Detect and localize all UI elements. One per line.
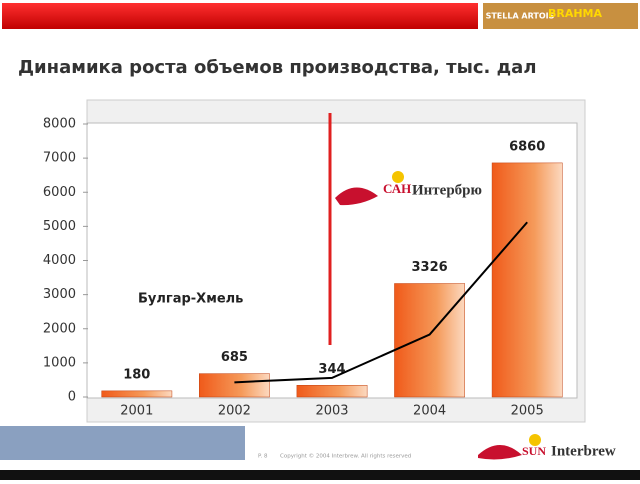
y-tick-label: 3000 bbox=[43, 287, 76, 302]
x-tick-label: 2003 bbox=[315, 404, 348, 419]
data-label: 6860 bbox=[509, 139, 545, 154]
logo-bird bbox=[478, 445, 522, 460]
logo-text: SUN bbox=[522, 444, 546, 458]
y-tick-label: 0 bbox=[68, 390, 76, 405]
chart-title: Динамика роста объемов производства, тыс… bbox=[18, 57, 537, 78]
x-tick-label: 2002 bbox=[218, 404, 251, 419]
y-tick-label: 7000 bbox=[43, 151, 76, 166]
top-bar bbox=[2, 3, 478, 29]
logo-text: Интербрю bbox=[412, 182, 482, 198]
logo-text: Interbrew bbox=[551, 443, 616, 459]
page-number: P. 8 bbox=[258, 454, 268, 460]
copyright: Copyright © 2004 Interbrew. All rights r… bbox=[280, 453, 411, 460]
logo-text: САН bbox=[383, 181, 411, 196]
data-label: 3326 bbox=[412, 260, 448, 275]
photos bbox=[0, 426, 245, 460]
brand: BRAHMA bbox=[548, 7, 603, 20]
bar bbox=[199, 373, 270, 398]
annotation: Булгар-Хмель bbox=[138, 292, 243, 307]
x-tick-label: 2001 bbox=[120, 404, 153, 419]
logo-bird bbox=[335, 187, 378, 206]
y-tick-label: 2000 bbox=[43, 321, 76, 336]
trend-line bbox=[234, 221, 528, 384]
y-tick-label: 4000 bbox=[43, 253, 76, 268]
logo-sun bbox=[392, 171, 404, 183]
x-tick-label: 2004 bbox=[413, 404, 446, 419]
x-tick-label: 2005 bbox=[511, 404, 544, 419]
data-label: 685 bbox=[221, 350, 248, 365]
bar bbox=[394, 283, 465, 398]
y-tick-label: 5000 bbox=[43, 219, 76, 234]
logo-sun bbox=[529, 434, 541, 446]
bar bbox=[296, 385, 368, 398]
y-tick-label: 6000 bbox=[43, 185, 76, 200]
y-tick-label: 1000 bbox=[43, 355, 76, 370]
bottom-bar bbox=[0, 470, 640, 480]
y-tick-label: 8000 bbox=[43, 117, 76, 132]
data-label: 344 bbox=[318, 362, 345, 377]
brand: STELLA ARTOIS bbox=[486, 12, 555, 21]
bar bbox=[491, 162, 563, 398]
bar bbox=[101, 390, 173, 398]
brand-strip bbox=[483, 3, 638, 29]
data-label: 180 bbox=[123, 367, 150, 382]
